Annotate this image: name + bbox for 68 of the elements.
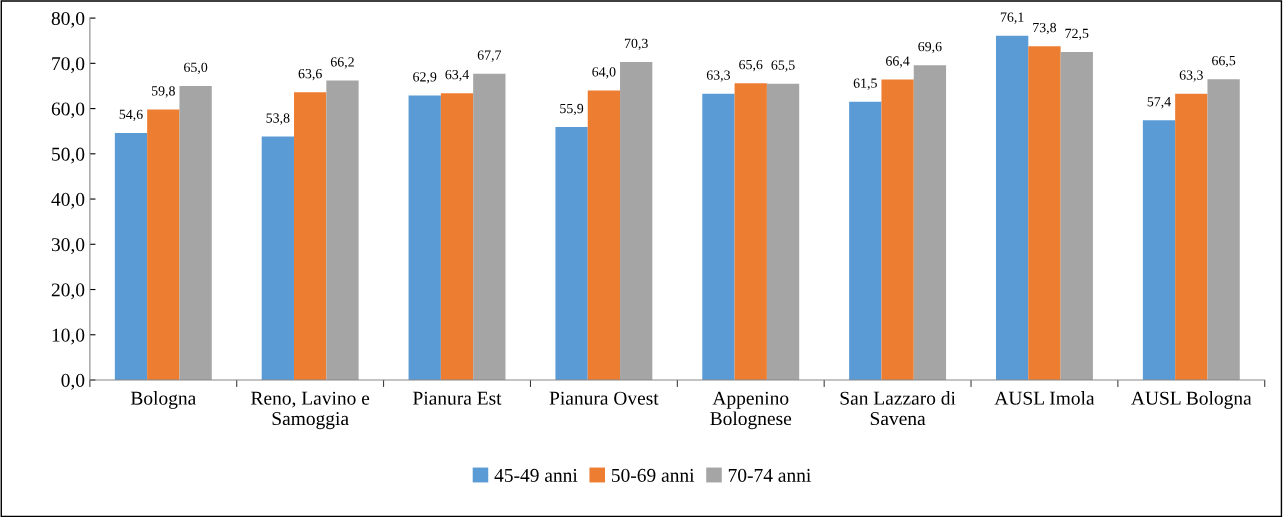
bar — [555, 127, 588, 380]
x-tick-label: Reno, Lavino e Samoggia — [251, 391, 370, 430]
data-label: 69,6 — [918, 41, 942, 54]
data-label: 62,9 — [413, 72, 437, 84]
data-label: 55,9 — [560, 103, 584, 116]
bar — [114, 133, 148, 380]
legend-label: 70-74 anni — [728, 468, 811, 482]
y-tick-label: 50,0 — [52, 147, 85, 164]
bar — [1142, 120, 1176, 380]
data-label: 59,8 — [151, 86, 175, 98]
data-label: 72,5 — [1065, 28, 1089, 41]
x-tick-label: San Lazzaro di Savena — [840, 391, 956, 426]
bar — [473, 73, 506, 380]
data-label: 67,7 — [477, 50, 502, 62]
bar — [587, 90, 621, 380]
data-label: 53,8 — [266, 113, 290, 125]
legend-label: 50-69 anni — [611, 468, 695, 482]
data-label: 70,3 — [624, 38, 648, 51]
data-label: 66,2 — [330, 57, 354, 69]
data-label: 64,0 — [592, 67, 616, 79]
bar — [881, 79, 914, 380]
data-label: 66,4 — [886, 56, 910, 68]
data-label: 63,3 — [706, 70, 731, 82]
bar — [294, 92, 327, 380]
data-label: 76,1 — [1000, 12, 1024, 24]
y-tick-label: 10,0 — [52, 328, 85, 345]
y-tick-label: 60,0 — [51, 102, 85, 119]
bar — [179, 85, 212, 380]
data-label: 73,8 — [1033, 22, 1057, 35]
bar — [1060, 52, 1093, 380]
bar — [408, 95, 441, 380]
bar — [995, 35, 1029, 380]
bar — [326, 80, 359, 380]
bar — [261, 136, 295, 380]
y-tick-label: 30,0 — [51, 238, 85, 255]
x-tick-label: AUSL Bologna — [1131, 391, 1252, 409]
x-tick-label: AUSL Imola — [994, 391, 1095, 405]
bar — [440, 93, 474, 380]
y-tick-label: 0,0 — [61, 373, 85, 390]
bar — [734, 83, 767, 380]
bar — [1028, 46, 1061, 380]
legend-label: 45-49 anni — [494, 468, 578, 482]
y-tick-label: 70,0 — [52, 57, 85, 74]
bar — [913, 65, 947, 380]
bar — [1207, 79, 1240, 380]
x-tick-label: Pianura Ovest — [549, 391, 659, 405]
y-tick-label: 40,0 — [51, 192, 85, 209]
data-label: 61,5 — [853, 78, 877, 90]
bar — [849, 101, 882, 380]
data-label: 65,5 — [771, 60, 795, 72]
data-label: 63,4 — [445, 69, 469, 82]
bar — [620, 61, 653, 380]
x-tick-label: Bologna — [130, 391, 196, 409]
data-label: 66,5 — [1212, 55, 1236, 68]
data-label: 65,6 — [739, 59, 763, 72]
data-label: 63,6 — [298, 69, 322, 81]
x-tick-label: Appenino Bolognese — [710, 391, 792, 430]
bar — [766, 83, 800, 380]
x-tick-label: Pianura Est — [413, 391, 502, 405]
y-tick-label: 80,0 — [51, 11, 85, 28]
data-label: 65,0 — [184, 62, 208, 75]
bar — [1175, 93, 1208, 380]
y-tick-label: 20,0 — [51, 283, 85, 300]
bar — [702, 93, 735, 380]
data-label: 57,4 — [1147, 97, 1171, 109]
data-label: 54,6 — [119, 109, 143, 122]
bar — [147, 109, 180, 380]
data-label: 63,3 — [1179, 70, 1203, 82]
